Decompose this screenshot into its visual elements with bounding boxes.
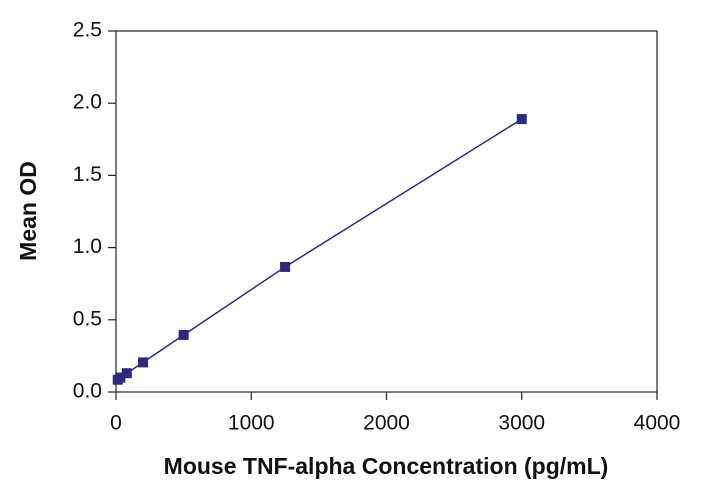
point (115, 372, 126, 383)
y-tick-label: 0.5 (73, 307, 102, 330)
point (516, 114, 527, 125)
y-tick-label: 2.5 (73, 19, 102, 42)
x-tick-label: 3000 (498, 412, 545, 435)
x-tick-label: 4000 (634, 412, 681, 435)
fit-line (117, 118, 523, 381)
point (138, 357, 149, 368)
point (121, 368, 132, 379)
y-tick-label: 1.5 (73, 163, 102, 186)
y-tick-label: 2.0 (73, 91, 102, 114)
plot-frame (115, 30, 658, 393)
y-tick-label: 1.0 (73, 235, 102, 258)
x-tick-label: 0 (110, 412, 122, 435)
x-axis-title: Mouse TNF-alpha Concentration (pg/mL) (164, 453, 609, 479)
y-tick-label: 0.0 (73, 380, 102, 403)
x-tick-label: 2000 (363, 412, 410, 435)
point (178, 329, 189, 340)
x-tick-label: 1000 (228, 412, 275, 435)
point (280, 261, 291, 272)
y-axis-title: Mean OD (15, 161, 41, 261)
